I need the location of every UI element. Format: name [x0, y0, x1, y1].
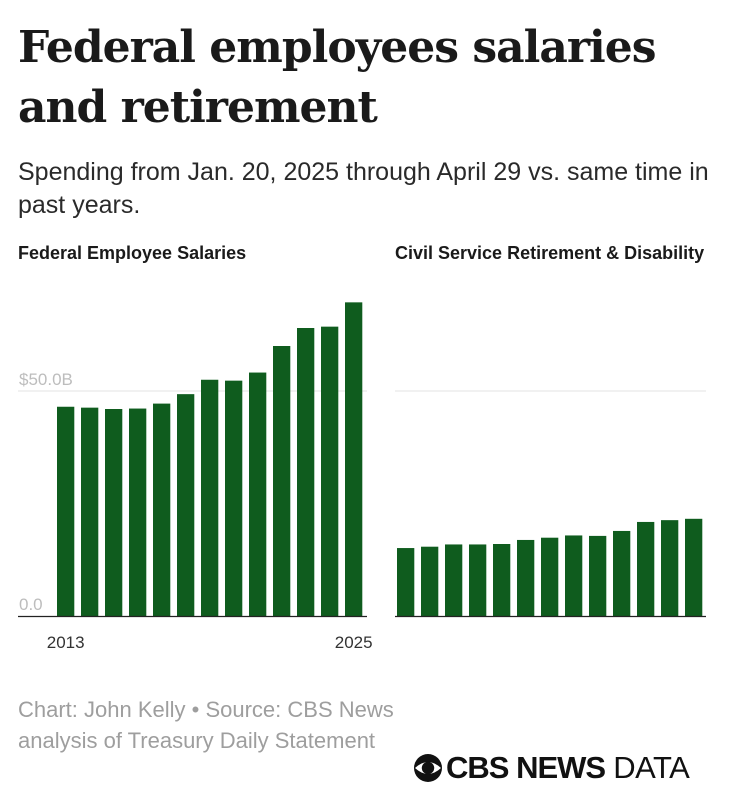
chart-subtitle: Spending from Jan. 20, 2025 through Apri…: [18, 158, 709, 219]
bar-retirement-2018: [517, 539, 535, 616]
logo-light-text: DATA: [613, 750, 690, 785]
bar-salaries-2022: [273, 346, 291, 616]
logo-bold-text: CBS NEWS: [446, 750, 606, 785]
panel-title-retirement: Civil Service Retirement & Disability: [395, 243, 705, 263]
bar-retirement-2017: [493, 544, 511, 616]
bar-retirement-2023: [637, 521, 655, 616]
bar-retirement-2019: [541, 537, 559, 616]
bar-salaries-2017: [153, 403, 171, 616]
bar-retirement-2015: [445, 544, 463, 616]
x-tick-label-salaries-2025: 2025: [335, 633, 373, 652]
cbs-eye-icon: [414, 754, 442, 782]
x-tick-label-salaries-2013: 2013: [47, 633, 85, 652]
y-tick-label-salaries-0: 0.0: [19, 595, 43, 614]
bar-salaries-2025: [345, 302, 363, 616]
bar-salaries-2020: [225, 380, 243, 616]
panel-title-salaries: Federal Employee Salaries: [18, 243, 247, 263]
bar-retirement-2020: [565, 535, 583, 616]
chart-title: Federal employees salaries and retiremen…: [18, 22, 657, 133]
source-credit: Chart: John Kelly • Source: CBS News ana…: [18, 697, 394, 753]
bar-salaries-2014: [81, 407, 99, 616]
bar-retirement-2013: [397, 548, 415, 616]
bar-salaries-2024: [321, 326, 339, 616]
bar-salaries-2013: [57, 406, 75, 616]
bar-salaries-2019: [201, 379, 219, 616]
bar-salaries-2023: [297, 328, 315, 616]
bar-salaries-2021: [249, 372, 267, 616]
cbs-news-data-logo: CBS NEWS DATA: [413, 748, 690, 788]
bar-retirement-2022: [613, 530, 631, 616]
bar-retirement-2014: [421, 546, 439, 616]
bar-retirement-2024: [661, 520, 679, 616]
y-tick-label-salaries-50: $50.0B: [19, 370, 73, 389]
bar-salaries-2016: [129, 408, 147, 616]
bar-retirement-2016: [469, 544, 487, 616]
bar-retirement-2021: [589, 535, 607, 616]
bar-salaries-2018: [177, 394, 195, 616]
logo-wordmark: CBS NEWS DATA: [446, 748, 690, 788]
bar-retirement-2025: [685, 518, 703, 616]
bar-salaries-2015: [105, 409, 123, 616]
